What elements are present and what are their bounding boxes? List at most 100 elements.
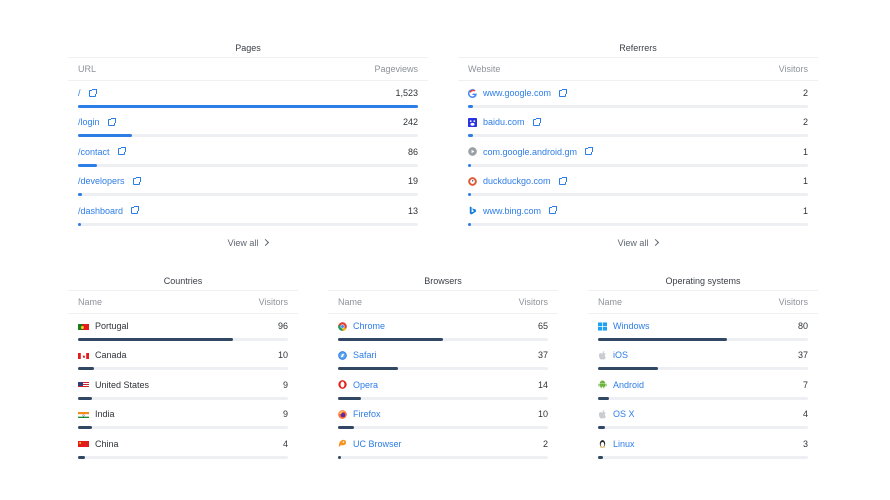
- referrers-row[interactable]: www.bing.com 1: [458, 199, 818, 228]
- row-content: China 4: [78, 432, 288, 456]
- browsers-row[interactable]: UC Browser 2: [328, 432, 558, 461]
- referrers-header: Website Visitors: [458, 57, 818, 81]
- row-content: www.bing.com 1: [468, 199, 808, 223]
- pages-row[interactable]: /login 242: [68, 110, 428, 139]
- external-link-icon[interactable]: [88, 88, 97, 97]
- row-content: OS X 4: [598, 402, 808, 426]
- browsers-row[interactable]: Firefox 10: [328, 402, 558, 431]
- referrers-panel: Referrers Website Visitors www.google.co…: [458, 40, 818, 228]
- progress-track: [78, 396, 288, 400]
- name-column-header: Name: [598, 297, 623, 307]
- progress-fill: [78, 134, 133, 138]
- progress-fill: [78, 455, 85, 459]
- browsers-row[interactable]: Chrome 65: [328, 314, 558, 343]
- row-label-group: China: [78, 439, 119, 449]
- progress-track: [78, 426, 288, 430]
- pages-row-label[interactable]: /login: [78, 117, 100, 128]
- progress-track: [78, 455, 288, 459]
- countries-row[interactable]: Portugal 96: [68, 314, 298, 343]
- os-row[interactable]: OS X 4: [588, 402, 818, 431]
- os-row[interactable]: Linux 3: [588, 432, 818, 461]
- row-content: Linux 3: [598, 432, 808, 456]
- visitors-column-header: Visitors: [778, 64, 808, 74]
- progress-track: [468, 222, 808, 226]
- os-row-value: 7: [802, 379, 808, 390]
- progress-track: [78, 134, 418, 138]
- referrers-row[interactable]: com.google.android.gm 1: [458, 140, 818, 169]
- progress-track: [78, 338, 288, 341]
- browsers-row[interactable]: Safari 37: [328, 343, 558, 372]
- external-link-icon[interactable]: [559, 88, 568, 97]
- referrers-row-label[interactable]: com.google.android.gm: [483, 146, 578, 157]
- countries-row[interactable]: Canada 10: [68, 343, 298, 372]
- progress-fill: [338, 396, 361, 400]
- row-label-group: Windows: [598, 321, 650, 331]
- pages-panel: Pages URL Pageviews / 1,523/login 242/cont…: [68, 40, 428, 228]
- external-link-icon[interactable]: [132, 176, 141, 185]
- os-row-label[interactable]: OS X: [613, 409, 635, 420]
- referrers-row-label[interactable]: www.google.com: [483, 88, 552, 98]
- pages-row[interactable]: /dashboard 13: [68, 199, 428, 228]
- pages-row-label[interactable]: /dashboard: [78, 205, 124, 216]
- os-row-value: 4: [802, 409, 808, 420]
- os-row[interactable]: iOS 37: [588, 343, 818, 372]
- pages-row-label[interactable]: /contact: [78, 146, 110, 157]
- countries-row[interactable]: India 9: [68, 402, 298, 431]
- firefox-icon: [338, 409, 347, 419]
- countries-row[interactable]: United States 9: [68, 373, 298, 402]
- row-label-group: OS X: [598, 409, 635, 419]
- countries-list: Portugal 96 Canada 10 United States 9 India 9 Ch…: [68, 314, 298, 461]
- progress-track: [338, 338, 548, 341]
- browsers-row-label[interactable]: UC Browser: [353, 438, 402, 449]
- pages-row-label[interactable]: /: [78, 88, 81, 98]
- browsers-row-label[interactable]: Opera: [353, 379, 379, 390]
- os-row-label[interactable]: iOS: [613, 350, 629, 361]
- referrers-row-value: 1: [802, 146, 808, 157]
- progress-fill: [78, 426, 93, 430]
- pages-row-label[interactable]: /developers: [78, 176, 125, 187]
- countries-row[interactable]: China 4: [68, 432, 298, 461]
- progress-track: [338, 396, 548, 400]
- pages-list: / 1,523/login 242/contact 86/developers 19/d…: [68, 81, 428, 228]
- baidu-icon: [468, 117, 477, 127]
- browsers-row-label[interactable]: Safari: [353, 350, 377, 361]
- os-row-label[interactable]: Linux: [613, 438, 635, 449]
- progress-fill: [78, 338, 234, 341]
- browsers-row-label[interactable]: Chrome: [353, 321, 386, 331]
- pages-row[interactable]: /developers 19: [68, 169, 428, 198]
- progress-fill: [598, 426, 605, 430]
- progress-fill: [78, 396, 93, 400]
- portugal-flag-icon: [78, 323, 89, 330]
- pages-row[interactable]: /contact 86: [68, 140, 428, 169]
- external-link-icon[interactable]: [585, 147, 594, 156]
- referrers-row-label[interactable]: baidu.com: [483, 117, 525, 128]
- row-label-group: /login: [78, 117, 116, 128]
- external-link-icon[interactable]: [107, 117, 116, 126]
- referrers-row-label[interactable]: www.bing.com: [483, 205, 542, 216]
- os-row-label[interactable]: Android: [613, 379, 645, 390]
- browsers-row-label[interactable]: Firefox: [353, 409, 381, 420]
- google-icon: [467, 88, 477, 98]
- os-row[interactable]: Android 7: [588, 373, 818, 402]
- referrers-row[interactable]: baidu.com 2: [458, 110, 818, 139]
- referrers-view-all-link[interactable]: View all: [458, 238, 818, 248]
- external-link-icon[interactable]: [532, 117, 541, 126]
- pages-row[interactable]: / 1,523: [68, 81, 428, 110]
- progress-fill: [78, 105, 418, 108]
- referrers-row-label[interactable]: duckduckgo.com: [483, 176, 551, 187]
- row-content: www.google.com 2: [467, 81, 808, 105]
- referrers-row[interactable]: duckduckgo.com 1: [458, 169, 818, 198]
- external-link-icon[interactable]: [117, 147, 126, 156]
- browsers-row[interactable]: Opera 14: [328, 373, 558, 402]
- external-link-icon[interactable]: [131, 206, 140, 215]
- android-icon: [598, 380, 607, 389]
- os-row[interactable]: Windows 80: [588, 314, 818, 343]
- referrers-row[interactable]: www.google.com 2: [458, 81, 818, 110]
- website-column-header: Website: [468, 64, 501, 74]
- row-label-group: /contact: [78, 146, 126, 157]
- progress-track: [468, 163, 808, 167]
- pages-view-all-link[interactable]: View all: [68, 238, 428, 248]
- os-row-label[interactable]: Windows: [613, 321, 650, 331]
- external-link-icon[interactable]: [558, 176, 567, 185]
- external-link-icon[interactable]: [549, 206, 558, 215]
